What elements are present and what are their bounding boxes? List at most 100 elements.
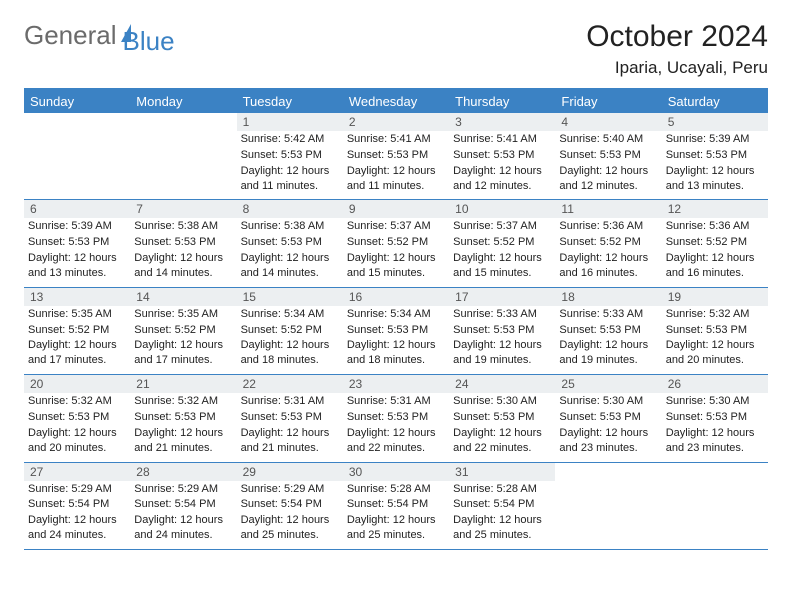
- sunset-text: Sunset: 5:53 PM: [347, 148, 445, 163]
- sunrise-text: Sunrise: 5:34 AM: [241, 307, 339, 322]
- sunrise-text: Sunrise: 5:37 AM: [347, 219, 445, 234]
- sunset-text: Sunset: 5:52 PM: [559, 235, 657, 250]
- calendar-cell: 1Sunrise: 5:42 AMSunset: 5:53 PMDaylight…: [237, 113, 343, 199]
- logo-text-general: General: [24, 20, 117, 51]
- sunset-text: Sunset: 5:53 PM: [347, 323, 445, 338]
- daylight-text: Daylight: 12 hours and 23 minutes.: [559, 426, 657, 456]
- day-number: 7: [130, 200, 236, 218]
- sunset-text: Sunset: 5:52 PM: [241, 323, 339, 338]
- sunrise-text: Sunrise: 5:39 AM: [666, 132, 764, 147]
- daylight-text: Daylight: 12 hours and 17 minutes.: [134, 338, 232, 368]
- calendar-cell: 28Sunrise: 5:29 AMSunset: 5:54 PMDayligh…: [130, 463, 236, 549]
- calendar: Sunday Monday Tuesday Wednesday Thursday…: [24, 88, 768, 550]
- calendar-cell: 17Sunrise: 5:33 AMSunset: 5:53 PMDayligh…: [449, 288, 555, 374]
- sunrise-text: Sunrise: 5:30 AM: [453, 394, 551, 409]
- day-number: 20: [24, 375, 130, 393]
- daylight-text: Daylight: 12 hours and 23 minutes.: [666, 426, 764, 456]
- calendar-cell: 12Sunrise: 5:36 AMSunset: 5:52 PMDayligh…: [662, 200, 768, 286]
- day-header: Tuesday: [237, 90, 343, 113]
- title-block: October 2024 Iparia, Ucayali, Peru: [586, 20, 768, 78]
- calendar-cell: 19Sunrise: 5:32 AMSunset: 5:53 PMDayligh…: [662, 288, 768, 374]
- daylight-text: Daylight: 12 hours and 22 minutes.: [347, 426, 445, 456]
- calendar-cell: 9Sunrise: 5:37 AMSunset: 5:52 PMDaylight…: [343, 200, 449, 286]
- sunrise-text: Sunrise: 5:41 AM: [347, 132, 445, 147]
- sunset-text: Sunset: 5:53 PM: [559, 410, 657, 425]
- sunrise-text: Sunrise: 5:41 AM: [453, 132, 551, 147]
- sunset-text: Sunset: 5:53 PM: [241, 410, 339, 425]
- calendar-cell: 14Sunrise: 5:35 AMSunset: 5:52 PMDayligh…: [130, 288, 236, 374]
- calendar-cell: 24Sunrise: 5:30 AMSunset: 5:53 PMDayligh…: [449, 375, 555, 461]
- day-number: 19: [662, 288, 768, 306]
- sunset-text: Sunset: 5:54 PM: [28, 497, 126, 512]
- day-number: 31: [449, 463, 555, 481]
- sunset-text: Sunset: 5:53 PM: [666, 148, 764, 163]
- sunrise-text: Sunrise: 5:40 AM: [559, 132, 657, 147]
- calendar-cell: 20Sunrise: 5:32 AMSunset: 5:53 PMDayligh…: [24, 375, 130, 461]
- calendar-cell: 5Sunrise: 5:39 AMSunset: 5:53 PMDaylight…: [662, 113, 768, 199]
- sunset-text: Sunset: 5:52 PM: [453, 235, 551, 250]
- sunrise-text: Sunrise: 5:29 AM: [134, 482, 232, 497]
- sunset-text: Sunset: 5:54 PM: [453, 497, 551, 512]
- calendar-cell: 2Sunrise: 5:41 AMSunset: 5:53 PMDaylight…: [343, 113, 449, 199]
- calendar-cell: 13Sunrise: 5:35 AMSunset: 5:52 PMDayligh…: [24, 288, 130, 374]
- sunset-text: Sunset: 5:52 PM: [134, 323, 232, 338]
- sunset-text: Sunset: 5:52 PM: [28, 323, 126, 338]
- calendar-cell: 8Sunrise: 5:38 AMSunset: 5:53 PMDaylight…: [237, 200, 343, 286]
- calendar-cell: 27Sunrise: 5:29 AMSunset: 5:54 PMDayligh…: [24, 463, 130, 549]
- sunset-text: Sunset: 5:54 PM: [347, 497, 445, 512]
- calendar-cell: .: [555, 463, 661, 549]
- daylight-text: Daylight: 12 hours and 16 minutes.: [666, 251, 764, 281]
- daylight-text: Daylight: 12 hours and 15 minutes.: [453, 251, 551, 281]
- sunset-text: Sunset: 5:53 PM: [453, 323, 551, 338]
- day-number: 12: [662, 200, 768, 218]
- sunrise-text: Sunrise: 5:35 AM: [28, 307, 126, 322]
- sunrise-text: Sunrise: 5:32 AM: [666, 307, 764, 322]
- daylight-text: Daylight: 12 hours and 12 minutes.: [559, 164, 657, 194]
- day-number: 9: [343, 200, 449, 218]
- day-header: Saturday: [662, 90, 768, 113]
- daylight-text: Daylight: 12 hours and 17 minutes.: [28, 338, 126, 368]
- calendar-cell: 22Sunrise: 5:31 AMSunset: 5:53 PMDayligh…: [237, 375, 343, 461]
- sunset-text: Sunset: 5:53 PM: [347, 410, 445, 425]
- day-number: 11: [555, 200, 661, 218]
- daylight-text: Daylight: 12 hours and 19 minutes.: [453, 338, 551, 368]
- daylight-text: Daylight: 12 hours and 24 minutes.: [28, 513, 126, 543]
- daylight-text: Daylight: 12 hours and 22 minutes.: [453, 426, 551, 456]
- daylight-text: Daylight: 12 hours and 18 minutes.: [347, 338, 445, 368]
- daylight-text: Daylight: 12 hours and 20 minutes.: [28, 426, 126, 456]
- header: General Blue October 2024 Iparia, Ucayal…: [24, 20, 768, 78]
- sunset-text: Sunset: 5:53 PM: [453, 148, 551, 163]
- sunrise-text: Sunrise: 5:28 AM: [347, 482, 445, 497]
- calendar-cell: 6Sunrise: 5:39 AMSunset: 5:53 PMDaylight…: [24, 200, 130, 286]
- day-number: 29: [237, 463, 343, 481]
- calendar-cell: 26Sunrise: 5:30 AMSunset: 5:53 PMDayligh…: [662, 375, 768, 461]
- sunrise-text: Sunrise: 5:32 AM: [134, 394, 232, 409]
- sunset-text: Sunset: 5:53 PM: [28, 235, 126, 250]
- day-number: 13: [24, 288, 130, 306]
- sunset-text: Sunset: 5:53 PM: [559, 323, 657, 338]
- calendar-cell: .: [130, 113, 236, 199]
- day-number: 17: [449, 288, 555, 306]
- calendar-cell: 23Sunrise: 5:31 AMSunset: 5:53 PMDayligh…: [343, 375, 449, 461]
- sunset-text: Sunset: 5:52 PM: [347, 235, 445, 250]
- daylight-text: Daylight: 12 hours and 14 minutes.: [241, 251, 339, 281]
- day-headers-row: Sunday Monday Tuesday Wednesday Thursday…: [24, 90, 768, 113]
- calendar-cell: 4Sunrise: 5:40 AMSunset: 5:53 PMDaylight…: [555, 113, 661, 199]
- daylight-text: Daylight: 12 hours and 12 minutes.: [453, 164, 551, 194]
- day-header: Friday: [555, 90, 661, 113]
- sunset-text: Sunset: 5:53 PM: [559, 148, 657, 163]
- sunrise-text: Sunrise: 5:30 AM: [666, 394, 764, 409]
- daylight-text: Daylight: 12 hours and 20 minutes.: [666, 338, 764, 368]
- sunrise-text: Sunrise: 5:38 AM: [134, 219, 232, 234]
- daylight-text: Daylight: 12 hours and 14 minutes.: [134, 251, 232, 281]
- calendar-cell: 30Sunrise: 5:28 AMSunset: 5:54 PMDayligh…: [343, 463, 449, 549]
- day-number: 4: [555, 113, 661, 131]
- daylight-text: Daylight: 12 hours and 11 minutes.: [241, 164, 339, 194]
- sunset-text: Sunset: 5:53 PM: [241, 148, 339, 163]
- sunrise-text: Sunrise: 5:30 AM: [559, 394, 657, 409]
- sunrise-text: Sunrise: 5:28 AM: [453, 482, 551, 497]
- day-header: Monday: [130, 90, 236, 113]
- calendar-cell: 16Sunrise: 5:34 AMSunset: 5:53 PMDayligh…: [343, 288, 449, 374]
- sunrise-text: Sunrise: 5:29 AM: [28, 482, 126, 497]
- sunrise-text: Sunrise: 5:34 AM: [347, 307, 445, 322]
